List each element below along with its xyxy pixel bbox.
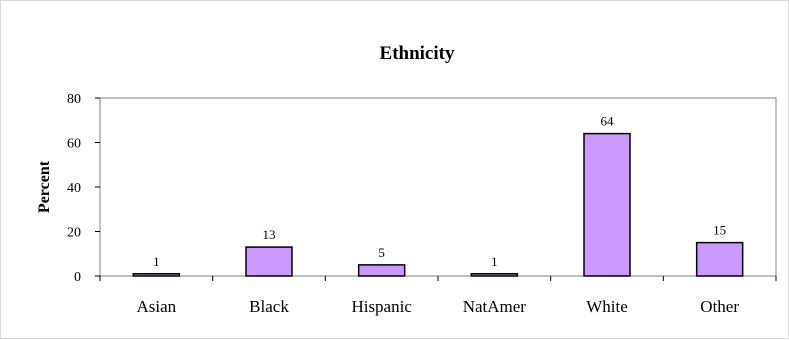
- bar-natamer: [470, 273, 519, 277]
- y-axis: 0 20 40 60 80: [67, 92, 100, 285]
- category-label-white: White: [586, 297, 628, 316]
- bar-asian: [132, 273, 181, 277]
- bar-black: [245, 246, 293, 277]
- y-tick-label: 60: [67, 137, 81, 152]
- x-axis: [99, 276, 777, 281]
- y-tick-label: 0: [74, 270, 81, 285]
- y-axis-label: Percent: [36, 160, 53, 213]
- data-label-hispanic: 5: [378, 245, 385, 260]
- category-label-natamer: NatAmer: [463, 297, 527, 316]
- y-tick-label: 40: [67, 181, 81, 196]
- plot-area: [99, 97, 777, 277]
- category-label-black: Black: [249, 297, 289, 316]
- y-tick-label: 20: [67, 226, 81, 241]
- data-labels: 1 13 5 1 64 15: [153, 114, 726, 269]
- data-label-white: 64: [601, 114, 615, 129]
- bar-hispanic: [357, 264, 406, 277]
- data-label-black: 13: [263, 227, 276, 242]
- category-label-asian: Asian: [136, 297, 176, 316]
- bar-white: [583, 132, 631, 277]
- chart-title: Ethnicity: [380, 43, 455, 64]
- category-labels: Asian Black Hispanic NatAmer White Other: [136, 297, 739, 316]
- bar-series: [132, 132, 744, 277]
- category-label-other: Other: [700, 297, 739, 316]
- data-label-other: 15: [713, 223, 726, 238]
- category-label-hispanic: Hispanic: [351, 297, 412, 316]
- y-tick-label: 80: [67, 92, 81, 107]
- bar-other: [695, 241, 744, 277]
- data-label-asian: 1: [153, 254, 160, 269]
- data-label-natamer: 1: [491, 254, 498, 269]
